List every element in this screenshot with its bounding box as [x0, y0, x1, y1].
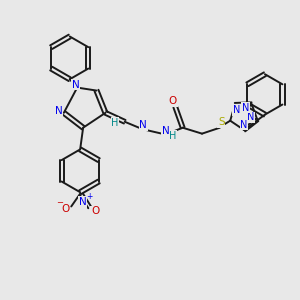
Text: H: H: [169, 131, 177, 141]
Text: O: O: [169, 96, 177, 106]
Text: +: +: [86, 193, 92, 202]
Text: N: N: [240, 120, 248, 130]
Text: N: N: [242, 103, 249, 112]
Text: N: N: [139, 120, 147, 130]
Text: N: N: [79, 197, 86, 207]
Text: S: S: [218, 117, 225, 128]
Text: N: N: [162, 126, 169, 136]
Text: N: N: [55, 106, 62, 116]
Text: N: N: [247, 112, 254, 122]
Text: N: N: [72, 80, 80, 90]
Text: −: −: [56, 198, 63, 207]
Text: O: O: [61, 204, 69, 214]
Text: O: O: [91, 206, 99, 216]
Text: H: H: [111, 118, 119, 128]
Text: N: N: [232, 105, 240, 115]
